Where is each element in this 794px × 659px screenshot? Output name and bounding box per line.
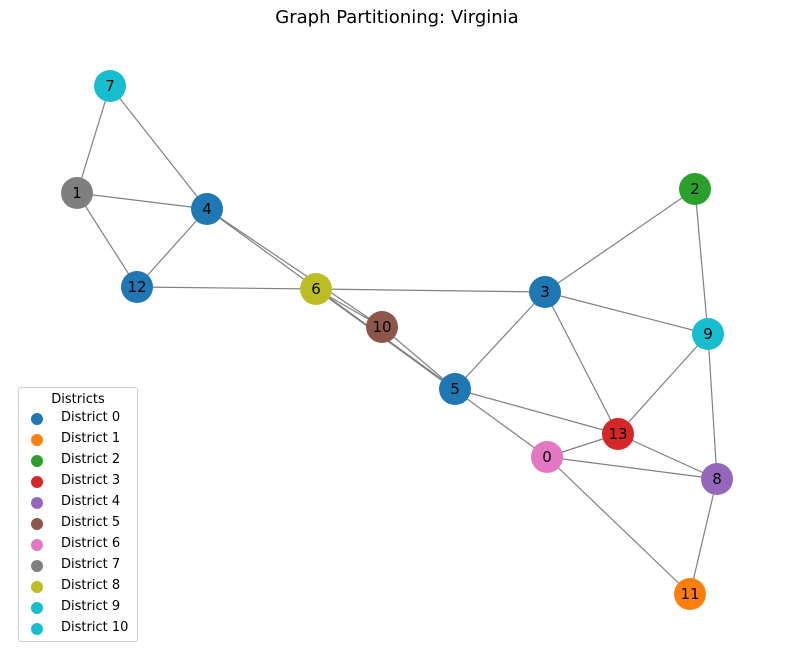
node-3 xyxy=(529,276,561,308)
legend-marker xyxy=(31,602,43,614)
legend-label: District 2 xyxy=(61,452,121,467)
legend-item: District 8 xyxy=(19,577,137,597)
legend-item: District 5 xyxy=(19,514,137,534)
edge-3-5 xyxy=(454,291,546,390)
legend-label: District 3 xyxy=(61,473,121,488)
legend-marker xyxy=(31,455,43,467)
node-label-4: 4 xyxy=(202,200,212,218)
legend-marker xyxy=(31,518,43,530)
legend-item: District 4 xyxy=(19,493,137,513)
node-label-1: 1 xyxy=(72,184,82,202)
node-11 xyxy=(674,578,706,610)
legend-item: District 3 xyxy=(19,472,137,492)
legend-marker xyxy=(31,413,43,425)
edge-13-8 xyxy=(617,433,718,480)
node-4 xyxy=(191,193,223,225)
edge-4-5 xyxy=(206,208,456,390)
legend-label: District 5 xyxy=(61,515,121,530)
legend-marker xyxy=(31,434,43,446)
legend-item: District 1 xyxy=(19,430,137,450)
legend-marker xyxy=(31,560,43,572)
chart-title: Graph Partitioning: Virginia xyxy=(275,7,519,28)
edge-9-8 xyxy=(707,333,718,480)
node-2 xyxy=(679,173,711,205)
edge-12-6 xyxy=(136,286,317,290)
legend-item: District 10 xyxy=(19,619,137,639)
legend-marker xyxy=(31,497,43,509)
node-7 xyxy=(94,70,126,102)
legend-label: District 8 xyxy=(61,578,121,593)
node-label-0: 0 xyxy=(542,448,552,466)
node-label-12: 12 xyxy=(127,278,146,296)
legend-label: District 1 xyxy=(61,431,121,446)
node-5 xyxy=(439,373,471,405)
node-6 xyxy=(300,273,332,305)
node-1 xyxy=(61,177,93,209)
node-9 xyxy=(692,318,724,350)
legend-item: District 2 xyxy=(19,451,137,471)
edge-7-1 xyxy=(76,85,111,194)
node-10 xyxy=(366,311,398,343)
legend: Districts District 0 District 1 District 2… xyxy=(18,387,138,642)
node-label-2: 2 xyxy=(690,180,700,198)
edge-7-4 xyxy=(109,85,208,210)
node-label-10: 10 xyxy=(372,318,391,336)
node-13 xyxy=(602,418,634,450)
node-label-7: 7 xyxy=(105,77,115,95)
edge-9-13 xyxy=(617,333,709,435)
legend-item: District 6 xyxy=(19,535,137,555)
legend-item: District 0 xyxy=(19,409,137,429)
node-label-13: 13 xyxy=(608,425,627,443)
legend-item: District 7 xyxy=(19,556,137,576)
node-label-6: 6 xyxy=(311,280,321,298)
edge-5-13 xyxy=(454,388,619,435)
legend-label: District 10 xyxy=(61,620,129,635)
legend-label: District 6 xyxy=(61,536,121,551)
edge-1-4 xyxy=(76,192,208,210)
node-label-8: 8 xyxy=(712,470,722,488)
node-label-5: 5 xyxy=(450,380,460,398)
edge-3-13 xyxy=(544,291,619,435)
edge-4-12 xyxy=(136,208,208,288)
node-0 xyxy=(531,441,563,473)
legend-label: District 7 xyxy=(61,557,121,572)
legend-label: District 4 xyxy=(61,494,121,509)
node-label-3: 3 xyxy=(540,283,550,301)
edge-4-10 xyxy=(206,208,383,328)
edge-1-12 xyxy=(76,192,138,288)
edge-6-3 xyxy=(315,288,546,293)
edge-0-8 xyxy=(546,456,718,480)
legend-label: District 9 xyxy=(61,599,121,614)
node-label-9: 9 xyxy=(703,325,713,343)
node-8 xyxy=(701,463,733,495)
node-label-11: 11 xyxy=(680,585,699,603)
edge-2-3 xyxy=(544,188,696,293)
node-12 xyxy=(121,271,153,303)
legend-marker xyxy=(31,476,43,488)
legend-item: District 9 xyxy=(19,598,137,618)
edge-3-9 xyxy=(544,291,709,335)
legend-marker xyxy=(31,539,43,551)
legend-marker xyxy=(31,623,43,635)
legend-marker xyxy=(31,581,43,593)
legend-title: Districts xyxy=(51,392,105,407)
edge-6-0 xyxy=(315,288,548,458)
edge-2-9 xyxy=(694,188,709,335)
legend-label: District 0 xyxy=(61,410,121,425)
edge-0-11 xyxy=(546,456,691,595)
edge-8-11 xyxy=(689,478,718,595)
